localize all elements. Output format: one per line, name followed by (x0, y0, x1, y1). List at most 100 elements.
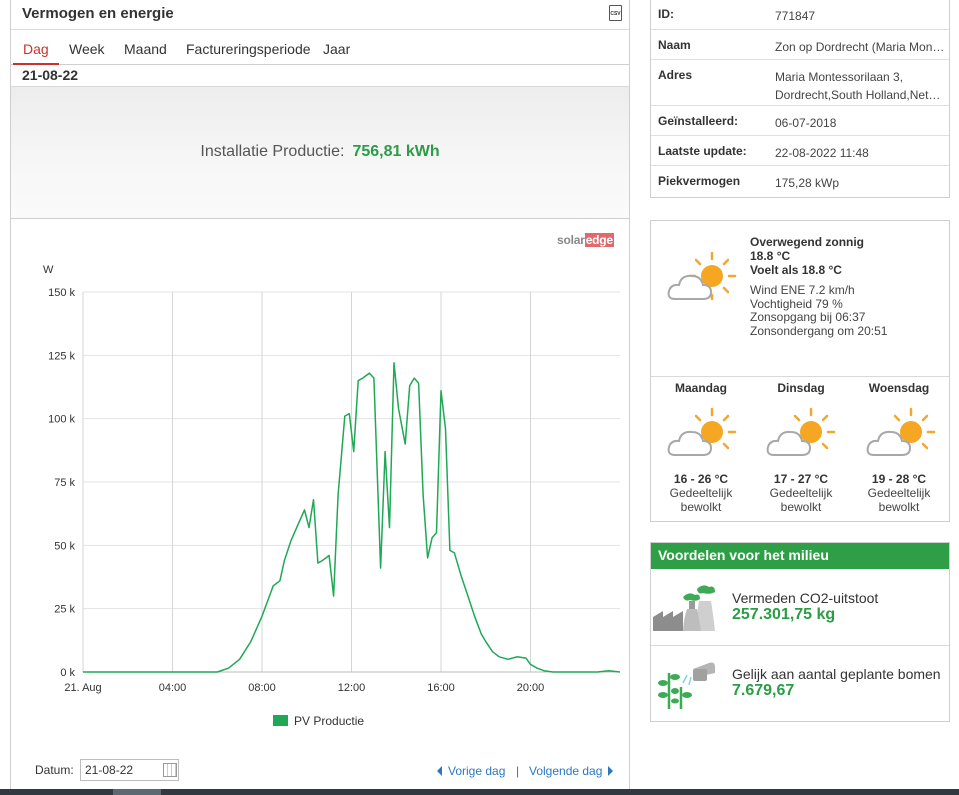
forecast-cond-line2: bewolkt (878, 500, 920, 514)
forecast-cond-line2: bewolkt (780, 500, 822, 514)
info-value: 771847 (775, 9, 816, 23)
forecast-temp: 17 - 27 °C (773, 472, 829, 486)
legend-label: PV Productie (294, 714, 365, 728)
x-tick-label: 12:00 (338, 682, 366, 694)
active-tab-underline (13, 63, 59, 65)
y-axis-label: W (43, 264, 54, 276)
forecast-condition: Gedeeltelijk bewolkt (751, 486, 851, 514)
partly-cloudy-icon (866, 407, 936, 456)
arrow-right-icon (608, 766, 614, 776)
production-label: Installatie Productie: (200, 143, 345, 160)
y-tick-label: 75 k (54, 477, 75, 489)
next-day-label: Volgende dag (529, 764, 603, 778)
trees-value: 7.679,67 (732, 682, 795, 699)
panel-title: Vermogen en energie (22, 5, 174, 22)
datum-label: Datum: (35, 763, 74, 777)
info-value: 175,28 kWp (775, 176, 840, 190)
solaredge-logo: solaredge (557, 233, 614, 247)
production-line: Installatie Productie: 756,81 kWh (11, 143, 629, 161)
info-value: Zon op Dordrecht (Maria Mon… (775, 40, 945, 54)
info-row-name: Naam Zon op Dordrecht (Maria Mon… (651, 30, 949, 60)
forecast-cond-line2: bewolkt (680, 500, 722, 514)
x-tick-label: 20:00 (517, 682, 545, 694)
tab-week[interactable]: Week (69, 41, 105, 57)
previous-day-link[interactable]: Vorige dag (437, 764, 505, 778)
weather-sunrise: Zonsopgang bij 06:37 (750, 310, 866, 324)
production-value: 756,81 kWh (352, 143, 440, 160)
x-tick-label: 21. Aug (64, 682, 101, 694)
tab-maand[interactable]: Maand (124, 41, 167, 57)
env-title: Voordelen voor het milieu (651, 543, 949, 569)
weather-summary: Overwegend zonnig 18.8 °C Voelt als 18.8… (750, 235, 864, 277)
weather-details: Wind ENE 7.2 km/h Vochtigheid 79 % Zonso… (750, 283, 888, 338)
forecast-condition: Gedeeltelijk bewolkt (651, 486, 751, 514)
arrow-left-icon (437, 766, 442, 776)
partly-sunny-icon (667, 251, 737, 301)
partly-cloudy-icon (766, 407, 836, 456)
production-summary: Installatie Productie: 756,81 kWh (11, 86, 629, 219)
forecast-temp: 19 - 28 °C (871, 472, 927, 486)
power-chart[interactable]: 0 k 25 k 50 k 75 k 100 k 125 k 150 k 21. Aug 04:… (11, 250, 629, 700)
info-value: 22-08-2022 11:48 (775, 146, 869, 160)
tab-factureringsperiode[interactable]: Factureringsperiode (186, 41, 311, 57)
partly-cloudy-icon (667, 407, 737, 456)
forecast-cond-line1: Gedeeltelijk (669, 486, 733, 500)
y-tick-label: 0 k (60, 667, 75, 679)
info-value: 06-07-2018 (775, 116, 837, 130)
forecast-day-name: Maandag (674, 381, 727, 395)
weather-condition: Overwegend zonnig (750, 235, 865, 249)
csv-export-icon[interactable]: CSV (609, 5, 622, 21)
info-row-address: Adres Maria Montessorilaan 3, Dordrecht,… (651, 60, 949, 106)
info-row-id: ID: 771847 (651, 0, 949, 30)
info-key: Adres (658, 68, 693, 82)
info-row-installed: Geïnstalleerd: 06-07-2018 (651, 106, 949, 136)
datum-input[interactable] (80, 759, 179, 781)
logo-part-edge: edge (584, 233, 614, 247)
planted-trees-icon (658, 662, 715, 709)
legend-swatch (273, 715, 288, 726)
scrollbar-thumb[interactable] (113, 789, 161, 795)
calendar-icon[interactable] (163, 763, 177, 777)
forecast-cond-line1: Gedeeltelijk (769, 486, 833, 500)
power-plant-icon (653, 585, 715, 631)
weather-wind: Wind ENE 7.2 km/h (750, 283, 855, 297)
forecast-condition: Gedeeltelijk bewolkt (849, 486, 949, 514)
y-tick-label: 125 k (48, 350, 75, 362)
forecast-temp: 16 - 26 °C (673, 472, 729, 486)
tab-dag[interactable]: Dag (23, 41, 49, 57)
chart-series (83, 362, 621, 673)
tab-jaar[interactable]: Jaar (323, 41, 351, 57)
next-day-link[interactable]: Volgende dag (529, 764, 614, 778)
chart-legend[interactable]: PV Productie (273, 714, 364, 728)
previous-day-label: Vorige dag (448, 764, 506, 778)
forecast-day-name: Dinsdag (777, 381, 825, 395)
series-line-pv-productie (83, 362, 621, 673)
co2-value: 257.301,75 kg (732, 606, 836, 623)
nav-separator: | (516, 764, 520, 778)
chart-axes: 0 k 25 k 50 k 75 k 100 k 125 k 150 k 21. Aug 04:… (43, 264, 620, 694)
info-key: Geïnstalleerd: (658, 114, 739, 128)
power-energy-panel: Vermogen en energie CSV Dag Week Maand F… (10, 0, 630, 795)
weather-sunset: Zonsondergang om 20:51 (750, 323, 888, 338)
forecast-day-name: Woensdag (868, 381, 930, 395)
info-key: Laatste update: (658, 144, 747, 158)
horizontal-scrollbar[interactable] (0, 789, 959, 795)
chart-grid (82, 291, 620, 673)
x-tick-label: 08:00 (248, 682, 276, 694)
info-row-last-update: Laatste update: 22-08-2022 11:48 (651, 136, 949, 166)
address-line-1: Maria Montessorilaan 3, (775, 70, 904, 84)
period-tabs: Dag Week Maand Factureringsperiode Jaar (11, 30, 629, 65)
env-divider (651, 645, 949, 646)
weather-humidity: Vochtigheid 79 % (750, 296, 843, 311)
x-tick-label: 16:00 (427, 682, 455, 694)
logo-part-solar: solar (557, 233, 585, 247)
x-tick-label: 04:00 (159, 682, 187, 694)
weather-feels: Voelt als 18.8 °C (750, 263, 842, 277)
info-row-peak-power: Piekvermogen 175,28 kWp (651, 166, 949, 197)
forecast-cond-line1: Gedeeltelijk (867, 486, 931, 500)
weather-widget: Overwegend zonnig 18.8 °C Voelt als 18.8… (650, 220, 950, 522)
y-tick-label: 50 k (54, 540, 75, 552)
weather-temp: 18.8 °C (750, 249, 791, 263)
title-divider (11, 29, 629, 30)
environment-benefits: Voordelen voor het milieu Vermeden CO2-u… (650, 542, 950, 722)
